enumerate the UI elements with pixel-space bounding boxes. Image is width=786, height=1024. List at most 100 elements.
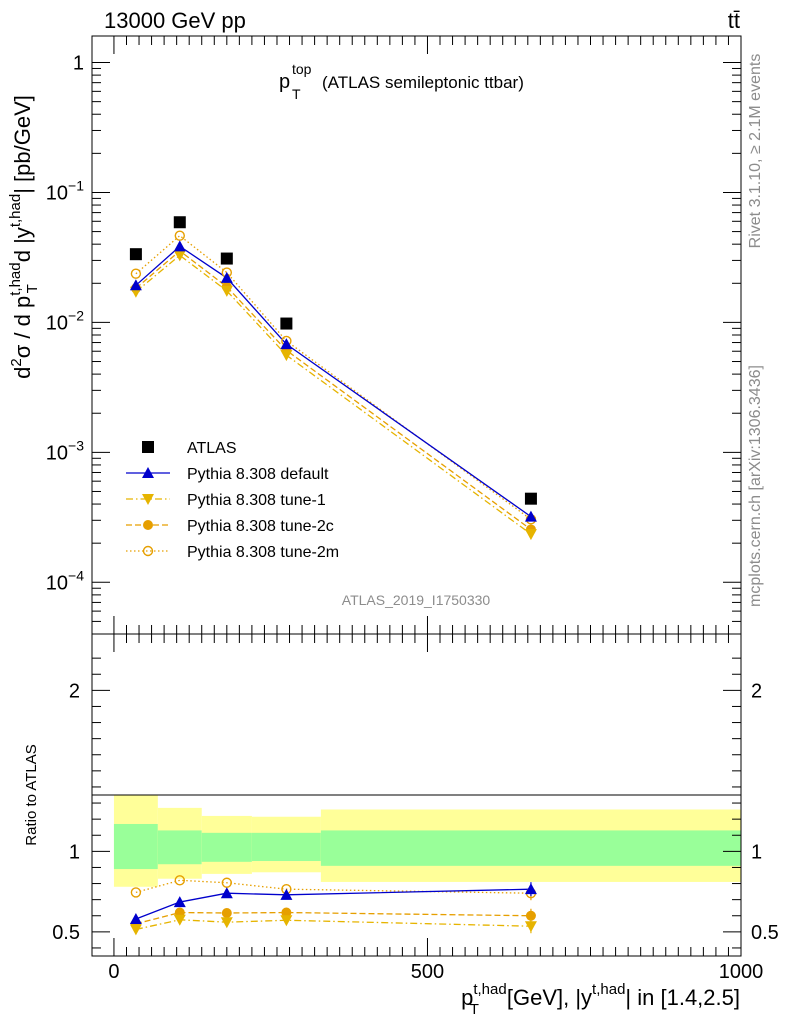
main-y-ticks: 1 10−1 10−2 10−3 10−4 (46, 53, 741, 635)
ratio-series-point (129, 912, 142, 924)
ylabel-mid: d |y (10, 227, 35, 262)
data-point (280, 317, 293, 330)
ratio-x-ticks: 0 500 1000 (108, 634, 763, 983)
ratio-panel: 0.5 0.5 1 1 2 2 0 500 1000 (52, 633, 779, 983)
ratio-series-line (135, 879, 531, 894)
title-sup: top (292, 61, 312, 77)
ratio-series-line (135, 911, 531, 925)
series-point (220, 271, 233, 283)
main-y-axis-label: d2σ / d pt,hadTd |yt,had| [pb/GeV] (7, 95, 41, 379)
title-p: p (279, 71, 290, 93)
legend-series-entries: Pythia 8.308 default Pythia 8.308 tune-1 P… (126, 466, 339, 561)
series-line (135, 254, 532, 535)
xlabel-y-sup: t,had (592, 981, 625, 998)
ratio-series-markers (129, 875, 537, 936)
legend-marker-atlas (142, 441, 154, 453)
x-tick-label: 1000 (719, 961, 764, 983)
data-point (129, 248, 142, 261)
ratio-panel-frame (91, 633, 742, 957)
title-rest: (ATLAS semileptonic ttbar) (322, 73, 524, 92)
legend: ATLAS Pythia 8.308 default Pythia 8.308 t… (126, 440, 339, 561)
main-panel: 1 10−1 10−2 10−3 10−4 (46, 35, 742, 635)
y-tick-label: 1 (73, 53, 84, 75)
ylabel-p-sup: t,had (7, 262, 24, 295)
legend-label: Pythia 8.308 tune-2m (187, 544, 339, 561)
ratio-series-point (173, 896, 186, 908)
ratio-series-point (221, 908, 232, 919)
series-line (135, 250, 532, 530)
ratio-tick-label-right: 0.5 (751, 922, 779, 944)
ylabel-y-sup: t,had (7, 194, 24, 227)
legend-marker (142, 494, 154, 505)
legend-label: Pythia 8.308 default (187, 466, 329, 483)
title-sub: T (292, 86, 301, 102)
y-tick-label: 10−4 (46, 567, 84, 594)
ratio-tick-label-left: 1 (69, 841, 80, 863)
series-point (129, 279, 142, 291)
legend-label: Pythia 8.308 tune-2c (187, 518, 334, 535)
energy-label: 13000 GeV pp (104, 8, 246, 33)
series-point (130, 268, 142, 279)
ratio-tick-label-left: 0.5 (52, 922, 80, 944)
data-point (220, 252, 233, 265)
ratio-series-point (280, 915, 293, 927)
ratio-y-axis-label: Ratio to ATLAS (23, 744, 40, 845)
main-x-ticks (113, 36, 742, 634)
data-point (173, 216, 186, 229)
process-label: tt̄ (728, 8, 740, 33)
series-point (524, 529, 537, 541)
y-tick-label: 10−2 (46, 307, 84, 334)
ratio-series-point (173, 914, 186, 926)
plot-title: p top T (ATLAS semileptonic ttbar) (279, 61, 524, 102)
xlabel-p-sup: t,had (473, 981, 506, 998)
series-point (220, 285, 233, 297)
ylabel-d2: d (10, 367, 35, 379)
ylabel-end: | [pb/GeV] (10, 95, 35, 194)
stat-uncertainty-band (251, 832, 321, 862)
ratio-series-line (135, 919, 531, 931)
stat-uncertainty-band (113, 823, 158, 870)
rivet-version-label: Rivet 3.1.10, ≥ 2.1M events (747, 54, 764, 249)
stat-uncertainty-band (201, 832, 252, 862)
ratio-series-point (220, 887, 233, 899)
xlabel-p: p (461, 985, 473, 1010)
x-axis-label: pt,had T [GeV], |yt,had| in [1.4,2.5] (461, 981, 740, 1018)
ratio-series-point (174, 875, 185, 886)
legend-marker (142, 467, 154, 478)
main-series-lines (135, 234, 532, 535)
xlabel-end: | in [1.4,2.5] (625, 985, 740, 1010)
series-point (524, 510, 537, 522)
analysis-label: ATLAS_2019_I1750330 (342, 592, 491, 608)
ylabel-d2-sup: 2 (8, 358, 25, 366)
main-series-markers (129, 216, 537, 541)
x-tick-label: 0 (108, 961, 119, 983)
legend-marker (142, 545, 154, 557)
ratio-series-lines (135, 879, 531, 931)
legend-label: Pythia 8.308 tune-1 (187, 492, 326, 509)
ratio-uncertainty-bands (113, 795, 741, 887)
x-tick-label: 500 (411, 961, 444, 983)
series-point (280, 338, 293, 350)
series-point (173, 240, 186, 252)
series-point (280, 350, 293, 362)
ratio-series-point (130, 887, 142, 898)
ratio-y-ticks: 0.5 0.5 1 1 2 2 (52, 657, 779, 949)
ratio-tick-label-right: 1 (751, 841, 762, 863)
stat-uncertainty-band (157, 830, 202, 865)
ratio-tick-label-right: 2 (751, 680, 762, 702)
series-line (135, 234, 532, 520)
ylabel-sigma: σ / d p (10, 296, 35, 359)
mcplots-label: mcplots.cern.ch [arXiv:1306.3436] (747, 365, 764, 607)
ylabel-p-sub: T (24, 284, 41, 293)
ratio-tick-label-left: 2 (69, 680, 80, 702)
legend-marker (143, 520, 153, 530)
series-point (173, 250, 186, 262)
xlabel-p-sub: T (470, 1001, 479, 1018)
stat-uncertainty-band (320, 830, 741, 866)
series-point (174, 230, 185, 241)
legend-label-atlas: ATLAS (187, 440, 237, 457)
ratio-series-point (129, 924, 142, 936)
ratio-series-point (220, 917, 233, 929)
data-point (524, 492, 537, 505)
